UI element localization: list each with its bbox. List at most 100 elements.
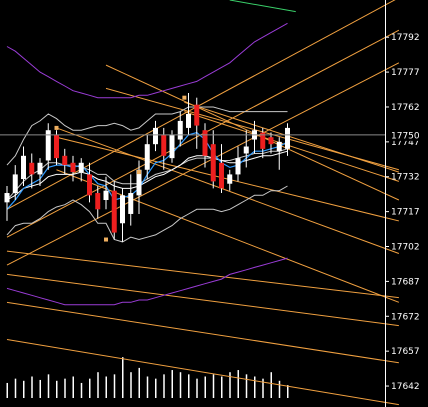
candle-body (276, 141, 282, 152)
candle-body (111, 190, 117, 233)
candle-body (62, 155, 68, 166)
volume-bar (56, 380, 58, 398)
volume-bar (221, 376, 223, 398)
volume-bar (287, 385, 289, 398)
axis-tick-label: 17702 (391, 243, 420, 253)
volume-bars (6, 357, 289, 398)
envelope-top-line (229, 0, 296, 13)
axis-tick-label: 17717 (391, 208, 420, 218)
candle-body (4, 193, 10, 203)
candle-body (153, 127, 158, 145)
candle-body (87, 174, 92, 196)
envelope-lower-line (6, 257, 288, 306)
volume-bar (39, 379, 41, 398)
volume-bar (196, 378, 198, 398)
candle-body (78, 162, 84, 173)
candle-body (37, 162, 43, 175)
bollinger-bands (6, 106, 288, 243)
candle-body (219, 162, 224, 189)
volume-bar (245, 374, 248, 398)
volume-bar (105, 376, 107, 398)
volume-bar (23, 380, 25, 398)
candle-body (186, 113, 191, 128)
anchor-marker (137, 170, 141, 175)
candle-body (103, 190, 109, 200)
current-price-label: 17750 (391, 131, 420, 141)
volume-bar (113, 374, 116, 398)
candle-body (243, 146, 249, 154)
candle-body (194, 104, 200, 126)
candle-body (177, 120, 183, 140)
candle-body (161, 134, 167, 156)
volume-bar (138, 367, 140, 398)
fib-channel-line (6, 273, 399, 327)
volume-bar (130, 372, 132, 398)
candlesticks (4, 93, 290, 242)
volume-bar (262, 378, 264, 398)
volume-bar (254, 376, 256, 398)
axis-tick-label: 17762 (391, 103, 420, 113)
candle-body (169, 134, 175, 159)
axis-tick-label: 17672 (391, 312, 420, 322)
volume-bar (204, 376, 206, 398)
candle-body (260, 132, 266, 149)
fib-channel-line (184, 111, 400, 182)
volume-bar (31, 376, 33, 398)
axis-tick-label: 17657 (391, 347, 420, 357)
volume-bar (80, 382, 83, 398)
volume-bar (89, 378, 91, 398)
fib-channel-line (6, 301, 399, 364)
candle-body (136, 169, 142, 196)
channel-anchor-markers (54, 95, 187, 242)
bollinger-upper-line (6, 106, 288, 166)
volume-bar (6, 382, 8, 398)
volume-bar (64, 378, 66, 398)
candle-body (268, 137, 274, 145)
volume-bar (212, 374, 215, 398)
candle-body (54, 134, 59, 159)
volume-bar (155, 378, 157, 398)
candle-body (95, 193, 101, 210)
price-axis: 17792 17777 17762 17747 17732 17717 17702 17687… (385, 33, 420, 392)
candle-body (21, 155, 26, 180)
volume-bar (179, 372, 182, 398)
axis-tick-label: 17687 (391, 277, 420, 287)
candle-body (227, 174, 233, 184)
fib-channel-line (184, 101, 400, 173)
candle-body (285, 127, 290, 149)
fib-channel-lines (6, 0, 400, 406)
envelope-lines (6, 0, 296, 306)
anchor-marker (104, 237, 108, 242)
fib-channel-line (105, 87, 400, 171)
axis-tick-label: 17747 (391, 138, 420, 148)
current-price-marker: 17750 (0, 128, 428, 141)
volume-bar (146, 376, 149, 398)
fib-channel-line (6, 339, 399, 406)
volume-bar (47, 374, 50, 398)
fib-channel-line (6, 62, 400, 266)
candle-body (120, 195, 125, 224)
axis-tick-label: 17732 (391, 173, 420, 183)
axis-tick-label: 17777 (391, 68, 420, 78)
volume-bar (14, 378, 17, 398)
volume-bar (163, 374, 165, 398)
bollinger-lower-line (6, 185, 288, 243)
bollinger-mid-line (6, 148, 288, 201)
volume-bar (72, 376, 74, 398)
fib-channel-line (56, 127, 400, 254)
current-price-badge (386, 128, 428, 141)
anchor-marker (54, 125, 59, 130)
envelope-upper-line (6, 22, 288, 99)
axis-tick-label: 17642 (391, 382, 420, 392)
volume-bar (278, 380, 281, 398)
volume-bar (97, 372, 99, 398)
volume-bar (188, 374, 190, 398)
volume-bar (229, 372, 231, 398)
candle-body (235, 158, 241, 175)
fib-channel-line (6, 250, 399, 299)
volume-bar (270, 372, 272, 398)
candle-body (144, 144, 150, 170)
anchor-marker (182, 95, 187, 100)
